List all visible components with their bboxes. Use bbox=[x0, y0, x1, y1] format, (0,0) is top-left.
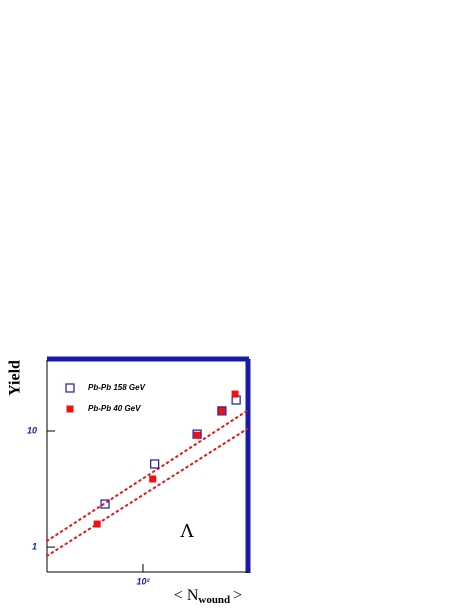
data-point bbox=[217, 406, 227, 416]
fit-line bbox=[46, 409, 248, 542]
x-label-sub: wound bbox=[198, 594, 230, 606]
data-point bbox=[149, 475, 157, 483]
fit-line bbox=[46, 428, 248, 557]
x-label-end: > bbox=[233, 587, 242, 604]
y-axis-label: Yield bbox=[7, 360, 24, 396]
x-tick-label: 10² bbox=[136, 576, 150, 586]
x-label-main: < N bbox=[174, 587, 199, 604]
data-point bbox=[218, 407, 226, 415]
legend-label: Pb-Pb 158 GeV bbox=[88, 383, 146, 392]
data-point bbox=[193, 431, 201, 439]
legend-label: Pb-Pb 40 GeV bbox=[88, 404, 141, 413]
y-tick-label: 1 bbox=[32, 541, 37, 551]
data-point bbox=[231, 390, 239, 398]
data-point bbox=[100, 499, 110, 509]
annotation: Λ bbox=[180, 521, 195, 542]
data-point bbox=[93, 520, 101, 528]
y-tick-label: 10 bbox=[27, 425, 37, 435]
data-point bbox=[150, 459, 160, 469]
legend-marker bbox=[66, 405, 74, 413]
legend-marker bbox=[65, 383, 75, 393]
x-axis-label: < Nwound > bbox=[174, 587, 242, 606]
